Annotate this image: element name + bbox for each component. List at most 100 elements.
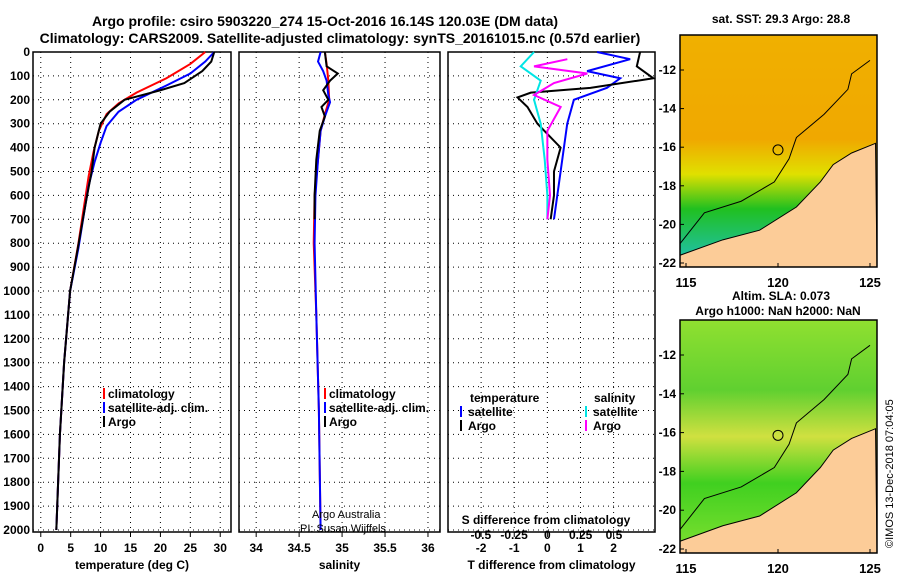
y-tick-label: 100 <box>10 69 30 83</box>
map-y-tick-label: -18 <box>659 179 677 193</box>
legend-header-temperature: temperature <box>470 391 540 405</box>
y-tick-label: 1800 <box>3 475 30 489</box>
legend-label: satellite <box>593 405 638 419</box>
y-tick-label: 1200 <box>3 332 30 346</box>
legend-label: climatology <box>329 387 396 401</box>
map-y-tick-label: -14 <box>659 387 677 401</box>
x-tick-label: 35.5 <box>373 541 397 555</box>
legend-label: Argo <box>108 415 136 429</box>
secondary-x-tick-label: -0.5 <box>470 528 491 542</box>
legend-label: Argo <box>593 419 621 433</box>
sst-map: 115 120 125 -12 -14 -16 -18 -20 -22 sat. SST: 29.… <box>659 12 881 290</box>
argo-location-marker <box>772 429 784 441</box>
secondary-x-tick-label: 0.25 <box>569 528 593 542</box>
series-line-s-satellite <box>519 51 549 220</box>
difference-panel: -2 -1 0 1 2 T difference from climatology temp… <box>447 51 656 572</box>
map-y-tick-label: -18 <box>659 464 677 478</box>
y-tick-label: 900 <box>10 260 30 274</box>
legend-label: Argo <box>329 415 357 429</box>
x-tick-label: 0 <box>544 541 551 555</box>
y-tick-label: 800 <box>10 236 30 250</box>
temperature-panel: 0 5 10 15 20 25 300100200300400500600700800900… <box>3 45 232 572</box>
plot-frame <box>32 51 232 533</box>
bathymetry-contour <box>679 344 871 530</box>
map-y-tick-label: -12 <box>659 63 677 77</box>
x-tick-label: 1 <box>577 541 584 555</box>
secondary-x-tick-label: -0.25 <box>500 528 528 542</box>
y-tick-label: 1600 <box>3 427 30 441</box>
y-tick-label: 1400 <box>3 380 30 394</box>
y-tick-label: 0 <box>23 45 30 59</box>
x-tick-label: -2 <box>476 541 487 555</box>
land-mass <box>679 142 878 268</box>
map-x-tick-label: 115 <box>676 561 697 576</box>
y-tick-label: 700 <box>10 212 30 226</box>
x-tick-label: 25 <box>184 541 198 555</box>
x-tick-label: 10 <box>94 541 108 555</box>
map-y-tick-label: -22 <box>659 256 677 270</box>
plot-frame <box>238 51 441 533</box>
x-tick-label: -1 <box>509 541 520 555</box>
series-line-argo <box>313 51 340 220</box>
map-title: Altim. SLA: 0.073 <box>732 289 830 303</box>
series-line-argo <box>55 51 216 531</box>
series-line-s-argo <box>531 58 588 220</box>
map-x-tick-label: 125 <box>859 275 881 290</box>
map-y-tick-label: -16 <box>659 140 677 154</box>
title-line2: Climatology: CARS2009. Satellite-adjuste… <box>40 30 641 46</box>
sla-map: 115 120 125 -12 -14 -16 -18 -20 -22 Altim. SLA: 0… <box>659 289 881 576</box>
imos-stamp: ©IMOS 13-Dec-2018 07:04:05 <box>884 399 896 548</box>
x-axis-label: temperature (deg C) <box>75 558 189 572</box>
x-tick-label: 34 <box>249 541 263 555</box>
x-axis-label: T difference from climatology <box>467 558 635 572</box>
map-x-tick-label: 115 <box>676 275 697 290</box>
secondary-x-tick-label: 0.5 <box>606 528 623 542</box>
series-line-t-satellite <box>552 51 631 220</box>
y-tick-label: 1100 <box>4 308 30 322</box>
x-tick-label: 5 <box>67 541 74 555</box>
legend-label: satellite-adj. clim. <box>329 401 429 415</box>
y-tick-label: 400 <box>10 141 30 155</box>
y-tick-label: 600 <box>10 188 30 202</box>
land-mass <box>679 427 878 554</box>
secondary-x-tick-label: 0 <box>544 528 551 542</box>
plot-frame <box>447 51 656 533</box>
map-x-tick-label: 125 <box>859 561 881 576</box>
y-tick-label: 1500 <box>3 404 30 418</box>
map-y-tick-label: -12 <box>659 348 677 362</box>
credit-argo-australia: Argo Australia <box>312 509 381 521</box>
x-tick-label: 0 <box>37 541 44 555</box>
legend-header-salinity: salinity <box>594 391 636 405</box>
salinity-panel: 34 34.5 35 35.5 36 salinity climatologysatelli… <box>238 51 441 572</box>
map-y-tick-label: -20 <box>659 503 677 517</box>
legend-label: Argo <box>468 419 496 433</box>
y-tick-label: 1900 <box>3 499 30 513</box>
y-tick-label: 500 <box>10 165 30 179</box>
x-tick-label: 36 <box>421 541 435 555</box>
series-line-satellite-adj-clim- <box>55 51 215 531</box>
credit-pi: PI: Susan Wijffels <box>300 523 386 535</box>
map-x-tick-label: 120 <box>767 275 789 290</box>
x-tick-label: 30 <box>214 541 228 555</box>
map-x-tick-label: 120 <box>767 561 789 576</box>
map-y-tick-label: -14 <box>659 102 677 116</box>
y-tick-label: 300 <box>10 117 30 131</box>
x-tick-label: 15 <box>124 541 138 555</box>
x-tick-label: 34.5 <box>287 541 311 555</box>
series-line-t-argo <box>515 51 656 220</box>
secondary-x-axis-label: S difference from climatology <box>462 513 631 527</box>
map-y-tick-label: -20 <box>659 217 677 231</box>
x-tick-label: 20 <box>154 541 168 555</box>
legend-label: satellite-adj. clim. <box>108 401 208 415</box>
title-line1: Argo profile: csiro 5903220_274 15-Oct-2… <box>92 13 558 29</box>
legend-label: climatology <box>108 387 175 401</box>
bathymetry-contour <box>679 59 871 245</box>
map-y-tick-label: -16 <box>659 426 677 440</box>
y-tick-label: 1300 <box>3 356 30 370</box>
map-y-tick-label: -22 <box>659 542 677 556</box>
y-tick-label: 2000 <box>3 523 30 537</box>
argo-location-marker <box>772 144 784 156</box>
map-subtitle: Argo h1000: NaN h2000: NaN <box>695 304 860 318</box>
